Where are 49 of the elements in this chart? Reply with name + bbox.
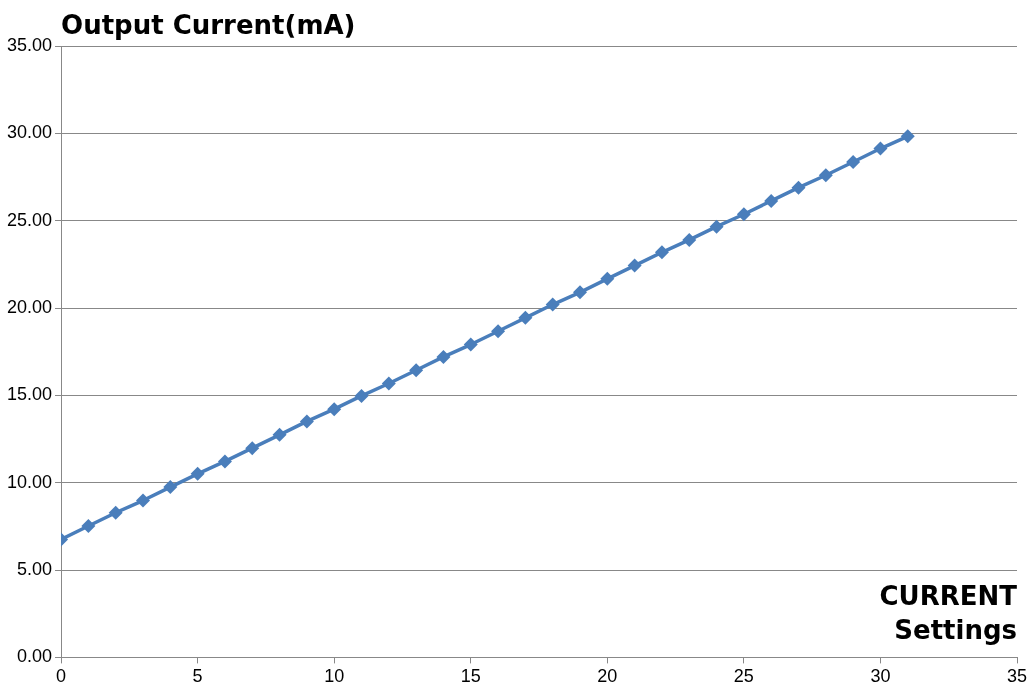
y-tick-label: 30.00 — [7, 122, 53, 143]
point — [354, 388, 369, 403]
point — [600, 271, 615, 286]
point — [299, 414, 314, 429]
point — [327, 402, 342, 417]
point — [135, 493, 150, 508]
point — [900, 129, 915, 144]
point — [572, 285, 587, 300]
x-tick-label: 25 — [733, 666, 754, 687]
point — [791, 180, 806, 195]
point — [627, 258, 642, 273]
point — [709, 219, 724, 234]
x-tick-label: 35 — [1006, 666, 1028, 687]
y-tick-label: 10.00 — [7, 471, 53, 492]
point — [736, 207, 751, 222]
point — [491, 324, 506, 339]
y-tick-label: 15.00 — [7, 384, 53, 405]
x-tick-label: 20 — [597, 666, 618, 687]
x-axis-title: CURRENT Settings — [879, 581, 1018, 646]
x-tick-label: 0 — [56, 666, 67, 687]
point — [272, 427, 287, 442]
y-tick-label: 35.00 — [7, 34, 53, 55]
point — [818, 168, 833, 183]
point — [764, 193, 779, 208]
point — [436, 349, 451, 364]
point — [217, 454, 232, 469]
point — [545, 297, 560, 312]
point — [873, 141, 888, 156]
point — [245, 441, 260, 456]
point — [682, 232, 697, 247]
point — [81, 519, 96, 534]
point — [463, 337, 478, 352]
point — [108, 505, 123, 520]
point — [846, 154, 861, 169]
y-tick-label: 5.00 — [17, 559, 53, 580]
point — [409, 363, 424, 378]
x-tick-label: 5 — [192, 666, 203, 687]
x-tick-label: 30 — [870, 666, 891, 687]
x-tick-label: 10 — [324, 666, 345, 687]
x-tick-label: 15 — [460, 666, 481, 687]
point — [518, 310, 533, 325]
point — [190, 466, 205, 481]
point — [381, 376, 396, 391]
y-tick-label: 25.00 — [7, 209, 53, 230]
y-tick-label: 20.00 — [7, 297, 53, 317]
point — [163, 480, 178, 495]
y-axis-title: Output Current(mA) — [61, 10, 356, 40]
point — [654, 245, 669, 260]
y-tick-label: 0.00 — [17, 646, 53, 667]
